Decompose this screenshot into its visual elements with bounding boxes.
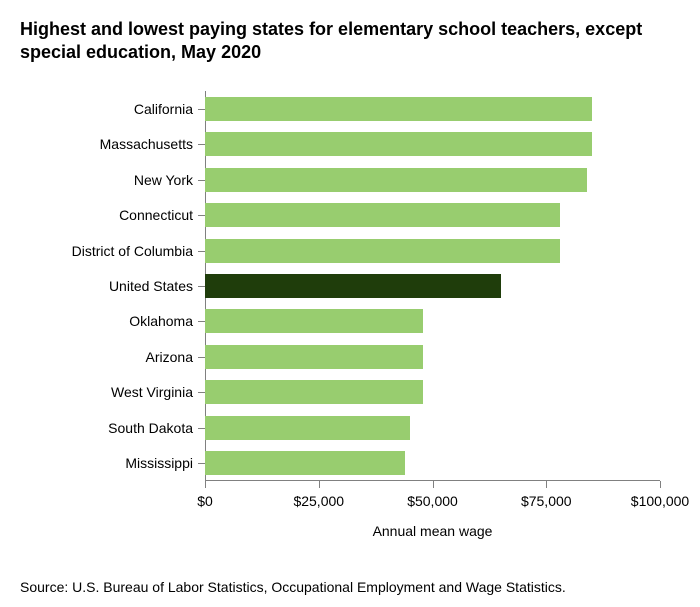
bar [205,380,423,404]
x-tick-label: $75,000 [521,493,572,509]
bar [205,97,592,121]
y-tick [198,392,205,393]
x-tick [660,481,661,488]
category-label: Mississippi [125,455,193,471]
bar [205,274,501,298]
category-label: Oklahoma [129,313,193,329]
x-tick-label: $25,000 [293,493,344,509]
x-tick-label: $50,000 [407,493,458,509]
bar [205,239,560,263]
category-label: California [134,101,193,117]
bar [205,416,410,440]
bar [205,309,423,333]
x-tick [433,481,434,488]
plot-region: CaliforniaMassachusettsNew YorkConnectic… [205,91,660,481]
category-label: United States [109,278,193,294]
y-tick [198,144,205,145]
y-tick [198,463,205,464]
source-text: Source: U.S. Bureau of Labor Statistics,… [20,579,566,595]
category-label: Massachusetts [100,136,193,152]
y-tick [198,251,205,252]
bar [205,132,592,156]
x-tick [205,481,206,488]
x-tick-label: $100,000 [631,493,689,509]
category-label: Arizona [146,349,193,365]
y-tick [198,180,205,181]
chart-area: California Massachusetts New York Connectic… [30,91,660,541]
bar [205,345,423,369]
bar [205,451,405,475]
x-tick [319,481,320,488]
y-tick [198,109,205,110]
x-tick [546,481,547,488]
category-label: South Dakota [108,420,193,436]
y-tick [198,357,205,358]
chart-title: Highest and lowest paying states for ele… [20,18,680,63]
category-label: Connecticut [119,207,193,223]
y-tick [198,321,205,322]
bar [205,168,587,192]
category-label: District of Columbia [72,243,193,259]
category-label: New York [134,172,193,188]
x-tick-label: $0 [197,493,213,509]
bar [205,203,560,227]
y-tick [198,286,205,287]
category-label: West Virginia [111,384,193,400]
y-tick [198,428,205,429]
y-tick [198,215,205,216]
x-axis-label: Annual mean wage [205,523,660,539]
